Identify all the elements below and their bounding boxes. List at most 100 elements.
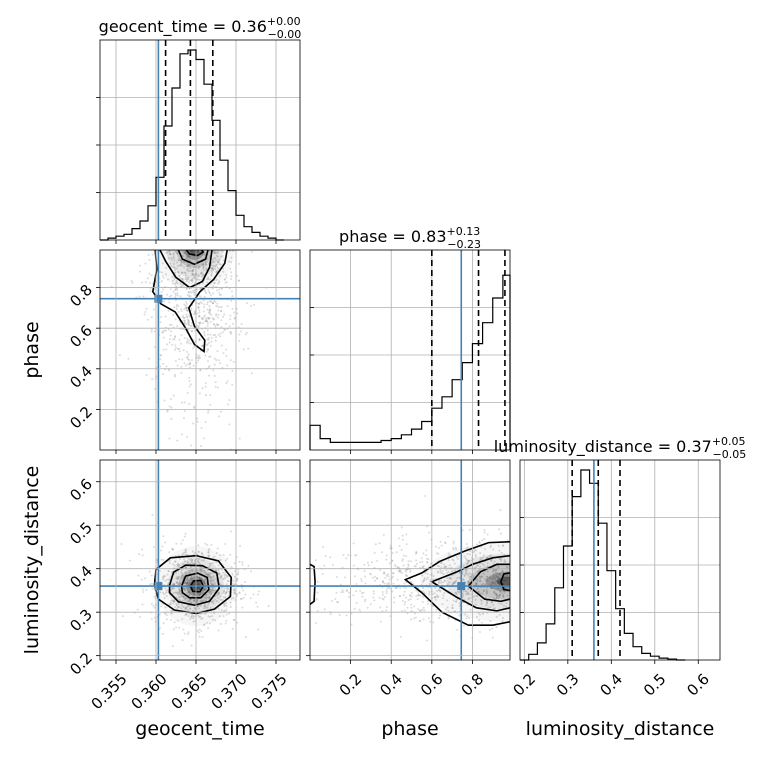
sample-point xyxy=(178,564,181,567)
sample-point xyxy=(386,582,389,585)
sample-point xyxy=(232,322,235,325)
sample-point xyxy=(502,604,505,607)
sample-point xyxy=(407,560,410,563)
sample-point xyxy=(479,556,482,559)
sample-point xyxy=(186,355,189,358)
sample-point xyxy=(199,593,202,596)
sample-point xyxy=(494,574,497,577)
sample-point xyxy=(197,607,200,610)
sample-point xyxy=(321,573,324,576)
panel-phase-luminosity_distance xyxy=(310,460,510,660)
sample-point xyxy=(181,639,184,642)
sample-point xyxy=(419,594,422,597)
sample-point xyxy=(176,282,179,285)
sample-point xyxy=(188,315,191,318)
sample-point xyxy=(220,609,223,612)
sample-point xyxy=(454,600,457,603)
sample-point xyxy=(504,560,507,563)
sample-point xyxy=(175,250,178,253)
sample-point xyxy=(170,603,173,606)
sample-point xyxy=(186,278,189,281)
sample-point xyxy=(360,580,363,583)
sample-point xyxy=(337,601,340,604)
sample-point xyxy=(196,629,199,632)
sample-point xyxy=(196,417,199,420)
sample-point xyxy=(374,543,377,546)
sample-point xyxy=(164,587,167,590)
sample-point xyxy=(485,583,488,586)
sample-point xyxy=(502,583,505,586)
sample-point xyxy=(228,423,231,426)
sample-point xyxy=(345,589,348,592)
sample-point xyxy=(461,595,464,598)
sample-point xyxy=(197,306,200,309)
sample-point xyxy=(225,583,228,586)
sample-point xyxy=(498,613,501,616)
sample-point xyxy=(233,575,236,578)
sample-point xyxy=(187,631,190,634)
sample-point xyxy=(186,294,189,297)
sample-point xyxy=(240,330,243,333)
sample-point xyxy=(185,581,188,584)
sample-point xyxy=(443,566,446,569)
sample-point xyxy=(224,559,227,562)
sample-point xyxy=(257,628,260,631)
sample-point xyxy=(233,570,236,573)
sample-point xyxy=(185,581,188,584)
sample-point xyxy=(181,539,184,542)
sample-point xyxy=(189,618,192,621)
sample-point xyxy=(452,582,455,585)
x-axis-label-luminosity_distance: luminosity_distance xyxy=(526,718,715,740)
sample-point xyxy=(323,564,326,567)
sample-point xyxy=(219,576,222,579)
sample-point xyxy=(174,373,177,376)
sample-point xyxy=(207,288,210,291)
sample-point xyxy=(225,273,228,276)
sample-point xyxy=(498,594,501,597)
sample-point xyxy=(426,572,429,575)
sample-point xyxy=(208,591,211,594)
sample-point xyxy=(183,321,186,324)
sample-point xyxy=(453,581,456,584)
sample-point xyxy=(212,264,215,267)
sample-point xyxy=(188,255,191,258)
sample-point xyxy=(214,250,217,252)
sample-point xyxy=(391,575,394,578)
sample-point xyxy=(188,313,191,316)
sample-point xyxy=(497,566,500,569)
sample-point xyxy=(193,289,196,292)
sample-point xyxy=(171,645,174,648)
sample-point xyxy=(213,363,216,366)
sample-point xyxy=(238,592,241,595)
contour-level xyxy=(185,250,205,257)
sample-point xyxy=(198,557,201,560)
sample-point xyxy=(167,583,170,586)
sample-point xyxy=(200,604,203,607)
sample-point xyxy=(177,577,180,580)
sample-point xyxy=(398,545,401,548)
sample-point xyxy=(208,554,211,557)
sample-point xyxy=(216,302,219,305)
sample-point xyxy=(233,583,236,586)
sample-point xyxy=(173,583,176,586)
sample-point xyxy=(186,391,189,394)
sample-point xyxy=(171,583,174,586)
sample-point xyxy=(198,339,201,342)
sample-point xyxy=(230,566,233,569)
sample-point xyxy=(439,590,442,593)
sample-point xyxy=(179,258,182,261)
sample-point xyxy=(473,569,476,572)
tick-label-phase: 0.6 xyxy=(417,670,447,700)
sample-point xyxy=(190,324,193,327)
sample-point xyxy=(486,570,489,573)
sample-point xyxy=(427,617,430,620)
sample-point xyxy=(177,575,180,578)
sample-point xyxy=(161,331,164,334)
sample-point xyxy=(211,267,214,270)
sample-point xyxy=(202,437,205,440)
sample-point xyxy=(210,592,213,595)
sample-point xyxy=(150,330,153,333)
sample-point xyxy=(192,598,195,601)
sample-point xyxy=(467,588,470,591)
sample-point xyxy=(213,574,216,577)
